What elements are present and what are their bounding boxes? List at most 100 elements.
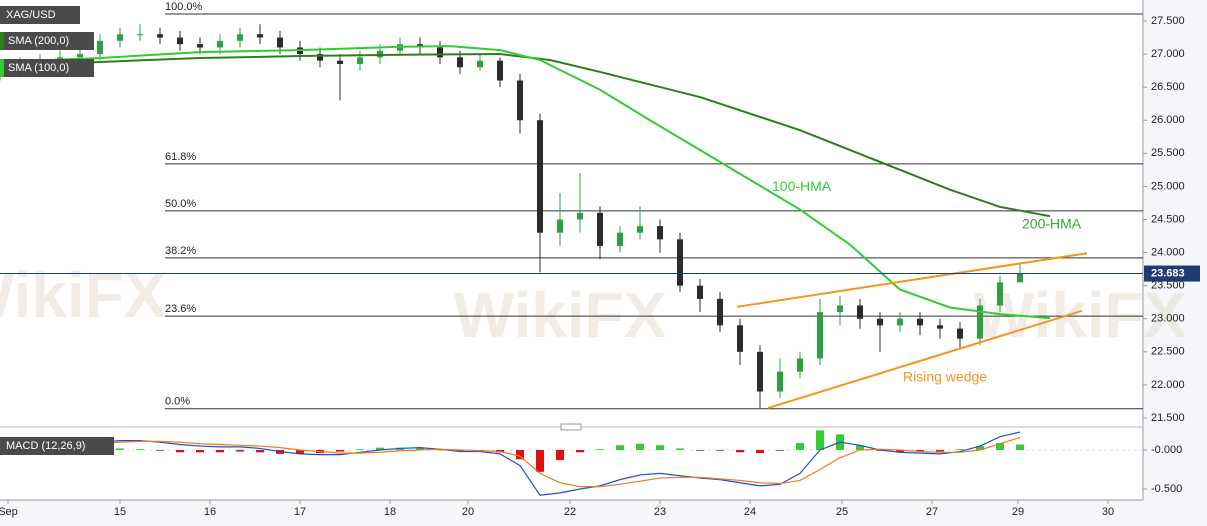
y-tick-label: 24.500 [1151, 213, 1185, 225]
histogram-bar [756, 449, 764, 454]
legend-label: SMA (200,0) [8, 35, 69, 47]
candle-body [597, 212, 603, 246]
annotation: 100-HMA [772, 178, 832, 194]
trendline [767, 309, 1083, 410]
watermark: WikiFX [0, 259, 167, 331]
histogram-bar [936, 449, 944, 452]
legend-swatch [0, 32, 4, 50]
candle-body [697, 285, 703, 299]
histogram-bar [296, 449, 304, 454]
histogram-bar [116, 448, 124, 450]
macd-line [0, 431, 1021, 496]
y-tick-label: 22.000 [1151, 379, 1185, 391]
candle-body [717, 298, 723, 326]
histogram-bar [976, 446, 984, 450]
y-tick-label: 23.000 [1151, 313, 1185, 325]
candle-body [737, 325, 743, 352]
x-tick-label: 23 [654, 506, 666, 518]
fib-label: 23.6% [165, 303, 196, 315]
x-tick-label: 30 [1102, 506, 1114, 518]
x-tick-label: 16 [204, 506, 216, 518]
x-tick-label: 25 [836, 506, 848, 518]
y-tick-label: 25.000 [1151, 180, 1185, 192]
histogram-bar [596, 449, 604, 450]
histogram-bar [556, 449, 564, 461]
candle-body [537, 120, 543, 233]
candle-body [437, 47, 443, 58]
legend-box [0, 6, 80, 24]
x-tick-label: 20 [462, 506, 474, 518]
histogram-bar [456, 449, 464, 452]
price-axis-bg [1143, 0, 1207, 526]
histogram-bar [376, 447, 384, 450]
candle-body [757, 351, 763, 392]
histogram-bar [656, 445, 664, 450]
histogram-bar [796, 442, 804, 450]
x-tick-label: 29 [1012, 506, 1024, 518]
histogram-bar [576, 449, 584, 453]
ma-line [0, 53, 1051, 218]
fib-label: 50.0% [165, 198, 196, 210]
candle-body [337, 60, 343, 64]
candle-body [817, 312, 823, 359]
histogram-bar [356, 449, 364, 450]
x-tick-label: 24 [744, 506, 756, 518]
candle-body [97, 40, 103, 55]
histogram-bar [896, 449, 904, 453]
legend-box [0, 437, 114, 455]
x-tick-label: 15 [114, 506, 126, 518]
legend-swatch [0, 59, 4, 77]
histogram-bar [156, 449, 164, 451]
y-tick-label: -0.500 [1151, 483, 1182, 495]
candle-body [797, 358, 803, 372]
x-tick-label: Sep [0, 506, 18, 518]
x-tick-label: 18 [384, 506, 396, 518]
candle-body [497, 60, 503, 81]
candle-body [557, 219, 563, 233]
candle-body [777, 371, 783, 392]
last-price-label: 23.683 [1151, 267, 1185, 279]
candle-body [857, 305, 863, 319]
trendline [736, 252, 1088, 308]
candle-body [157, 34, 163, 38]
candle-body [257, 34, 263, 38]
candle-body [637, 226, 643, 233]
histogram-bar [736, 449, 744, 453]
legend-label: SMA (100,0) [8, 62, 69, 74]
legend-title: MACD (12,26,9) [6, 440, 85, 452]
candle-body [117, 34, 123, 41]
candle-body [677, 239, 683, 286]
histogram-bar [776, 449, 784, 451]
candle-body [877, 318, 883, 326]
last-price-box [1144, 265, 1200, 282]
candle-body [1017, 273, 1023, 283]
legend-box [0, 59, 94, 77]
histogram-bar [816, 430, 824, 450]
candle-body [77, 54, 83, 58]
histogram-bar [416, 447, 424, 450]
candle-body [977, 305, 983, 339]
candle-body [997, 282, 1003, 306]
candle-body [197, 44, 203, 48]
annotation: Rising wedge [903, 368, 987, 384]
histogram-bar [236, 449, 244, 452]
candle-body [517, 80, 523, 121]
macd-line [0, 436, 1021, 488]
histogram-bar [856, 445, 864, 450]
candle-body [957, 328, 963, 339]
y-tick-label: 26.000 [1151, 114, 1185, 126]
histogram-bar [256, 449, 264, 453]
y-tick-label: 21.500 [1151, 412, 1185, 424]
x-tick-label: 17 [294, 506, 306, 518]
histogram-bar [636, 443, 644, 450]
candle-body [477, 60, 483, 68]
x-tick-label: 22 [564, 506, 576, 518]
candle-body [937, 325, 943, 329]
y-tick-label: 27.500 [1151, 15, 1185, 27]
candle-body [657, 226, 663, 240]
legend-title: XAG/USD [6, 9, 56, 21]
candle-body [897, 318, 903, 326]
candle-body [837, 305, 843, 313]
candle-body [577, 212, 583, 220]
